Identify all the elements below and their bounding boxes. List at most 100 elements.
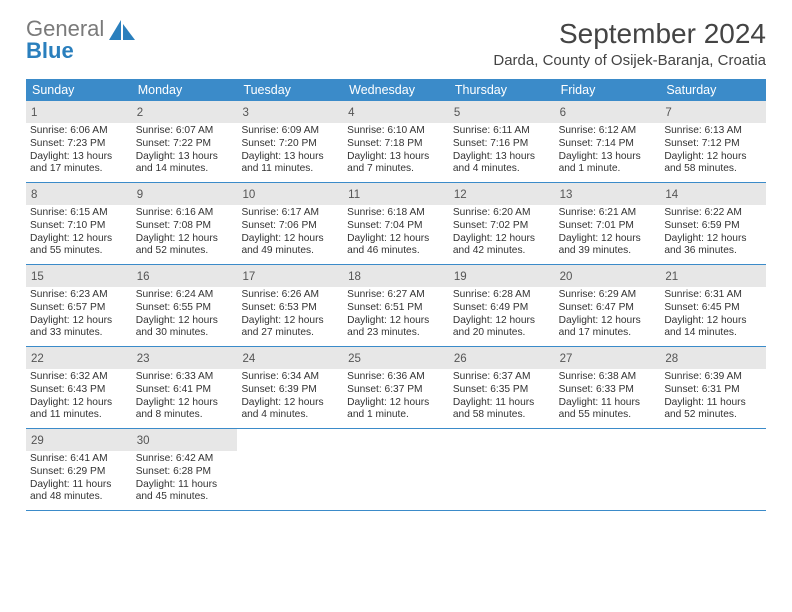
day-detail-line: Sunrise: 6:36 AM (347, 371, 445, 384)
day-number: 5 (454, 107, 460, 119)
location-subtitle: Darda, County of Osijek-Baranja, Croatia (493, 52, 766, 69)
day-detail-line: Sunrise: 6:10 AM (347, 125, 445, 138)
day-detail-line: Sunrise: 6:37 AM (453, 371, 551, 384)
day-detail-line: Sunset: 6:31 PM (664, 384, 762, 397)
day-detail-line: Sunset: 7:18 PM (347, 138, 445, 151)
calendar-day-cell: 30Sunrise: 6:42 AMSunset: 6:28 PMDayligh… (132, 429, 238, 510)
calendar-day-cell: 3Sunrise: 6:09 AMSunset: 7:20 PMDaylight… (237, 101, 343, 182)
day-detail-line: Sunrise: 6:12 AM (559, 125, 657, 138)
day-detail-line: and 1 minute. (559, 163, 657, 176)
day-detail-line: and 45 minutes. (136, 491, 234, 504)
day-detail-line: Sunset: 6:47 PM (559, 302, 657, 315)
day-detail-line: Sunset: 6:29 PM (30, 466, 128, 479)
calendar-empty-cell (449, 429, 555, 510)
calendar-week: 15Sunrise: 6:23 AMSunset: 6:57 PMDayligh… (26, 265, 766, 347)
day-detail-line: and 4 minutes. (241, 409, 339, 422)
day-detail-line: and 23 minutes. (347, 327, 445, 340)
day-detail-line: Daylight: 11 hours (30, 479, 128, 492)
calendar-week: 8Sunrise: 6:15 AMSunset: 7:10 PMDaylight… (26, 183, 766, 265)
day-detail-line: and 49 minutes. (241, 245, 339, 258)
day-number-bar: 5 (449, 101, 555, 123)
day-detail-line: and 33 minutes. (30, 327, 128, 340)
day-number: 28 (665, 353, 678, 365)
day-detail-line: Sunset: 6:28 PM (136, 466, 234, 479)
day-detail-line: Sunrise: 6:26 AM (241, 289, 339, 302)
calendar-day-cell: 14Sunrise: 6:22 AMSunset: 6:59 PMDayligh… (660, 183, 766, 264)
day-detail-line: Sunrise: 6:17 AM (241, 207, 339, 220)
day-number: 6 (560, 107, 566, 119)
calendar-weeks: 1Sunrise: 6:06 AMSunset: 7:23 PMDaylight… (26, 101, 766, 511)
day-number-bar: 9 (132, 183, 238, 205)
day-detail-line: Daylight: 11 hours (664, 397, 762, 410)
calendar-week: 29Sunrise: 6:41 AMSunset: 6:29 PMDayligh… (26, 429, 766, 511)
calendar-empty-cell (660, 429, 766, 510)
day-detail-line: Sunrise: 6:29 AM (559, 289, 657, 302)
calendar-day-cell: 17Sunrise: 6:26 AMSunset: 6:53 PMDayligh… (237, 265, 343, 346)
day-detail-line: Sunrise: 6:22 AM (664, 207, 762, 220)
day-number-bar: 15 (26, 265, 132, 287)
day-number-bar: 24 (237, 347, 343, 369)
day-detail-line: and 30 minutes. (136, 327, 234, 340)
day-number-bar: 20 (555, 265, 661, 287)
calendar-day-cell: 5Sunrise: 6:11 AMSunset: 7:16 PMDaylight… (449, 101, 555, 182)
day-detail-line: and 46 minutes. (347, 245, 445, 258)
day-detail-line: Sunrise: 6:33 AM (136, 371, 234, 384)
day-number: 30 (137, 435, 150, 447)
weekday-header: Wednesday (343, 79, 449, 101)
day-detail-line: and 11 minutes. (241, 163, 339, 176)
day-detail-line: Daylight: 12 hours (664, 151, 762, 164)
calendar: SundayMondayTuesdayWednesdayThursdayFrid… (26, 79, 766, 511)
day-detail-line: Sunset: 6:33 PM (559, 384, 657, 397)
day-detail-line: Sunrise: 6:42 AM (136, 453, 234, 466)
day-detail-line: Sunset: 7:04 PM (347, 220, 445, 233)
calendar-day-cell: 6Sunrise: 6:12 AMSunset: 7:14 PMDaylight… (555, 101, 661, 182)
calendar-day-cell: 28Sunrise: 6:39 AMSunset: 6:31 PMDayligh… (660, 347, 766, 428)
day-detail-line: Daylight: 12 hours (241, 397, 339, 410)
day-detail-line: and 17 minutes. (30, 163, 128, 176)
day-detail-line: Daylight: 12 hours (453, 233, 551, 246)
calendar-day-cell: 1Sunrise: 6:06 AMSunset: 7:23 PMDaylight… (26, 101, 132, 182)
day-detail-line: Sunrise: 6:18 AM (347, 207, 445, 220)
day-number-bar: 26 (449, 347, 555, 369)
day-detail-line: Daylight: 13 hours (347, 151, 445, 164)
day-detail-line: Sunset: 6:57 PM (30, 302, 128, 315)
day-detail-line: and 42 minutes. (453, 245, 551, 258)
day-detail-line: Sunset: 6:45 PM (664, 302, 762, 315)
day-number-bar: 17 (237, 265, 343, 287)
calendar-day-cell: 29Sunrise: 6:41 AMSunset: 6:29 PMDayligh… (26, 429, 132, 510)
day-number-bar: 16 (132, 265, 238, 287)
weekday-header: Monday (132, 79, 238, 101)
day-number: 8 (31, 189, 37, 201)
day-detail-line: Daylight: 12 hours (241, 233, 339, 246)
day-detail-line: and 36 minutes. (664, 245, 762, 258)
day-detail-line: Sunrise: 6:16 AM (136, 207, 234, 220)
calendar-empty-cell (237, 429, 343, 510)
day-detail-line: Sunset: 7:22 PM (136, 138, 234, 151)
day-number: 18 (348, 271, 361, 283)
day-detail-line: Daylight: 11 hours (453, 397, 551, 410)
day-number: 7 (665, 107, 671, 119)
day-detail-line: and 48 minutes. (30, 491, 128, 504)
day-number-bar: 23 (132, 347, 238, 369)
calendar-day-cell: 26Sunrise: 6:37 AMSunset: 6:35 PMDayligh… (449, 347, 555, 428)
day-detail-line: Sunrise: 6:27 AM (347, 289, 445, 302)
day-detail-line: Daylight: 13 hours (136, 151, 234, 164)
weekday-header: Saturday (660, 79, 766, 101)
sail-icon (109, 20, 137, 47)
page-header: General Blue September 2024 Darda, Count… (26, 18, 766, 69)
day-detail-line: Sunrise: 6:28 AM (453, 289, 551, 302)
day-number-bar: 21 (660, 265, 766, 287)
calendar-day-cell: 18Sunrise: 6:27 AMSunset: 6:51 PMDayligh… (343, 265, 449, 346)
day-detail-line: Daylight: 12 hours (30, 397, 128, 410)
day-number-bar: 6 (555, 101, 661, 123)
calendar-day-cell: 24Sunrise: 6:34 AMSunset: 6:39 PMDayligh… (237, 347, 343, 428)
day-detail-line: Sunrise: 6:31 AM (664, 289, 762, 302)
brand-logo: General Blue (26, 18, 137, 62)
day-number-bar: 18 (343, 265, 449, 287)
calendar-day-cell: 9Sunrise: 6:16 AMSunset: 7:08 PMDaylight… (132, 183, 238, 264)
day-number-bar: 28 (660, 347, 766, 369)
day-detail-line: Sunrise: 6:23 AM (30, 289, 128, 302)
day-number: 9 (137, 189, 143, 201)
day-detail-line: Sunset: 7:10 PM (30, 220, 128, 233)
day-detail-line: Daylight: 12 hours (136, 397, 234, 410)
